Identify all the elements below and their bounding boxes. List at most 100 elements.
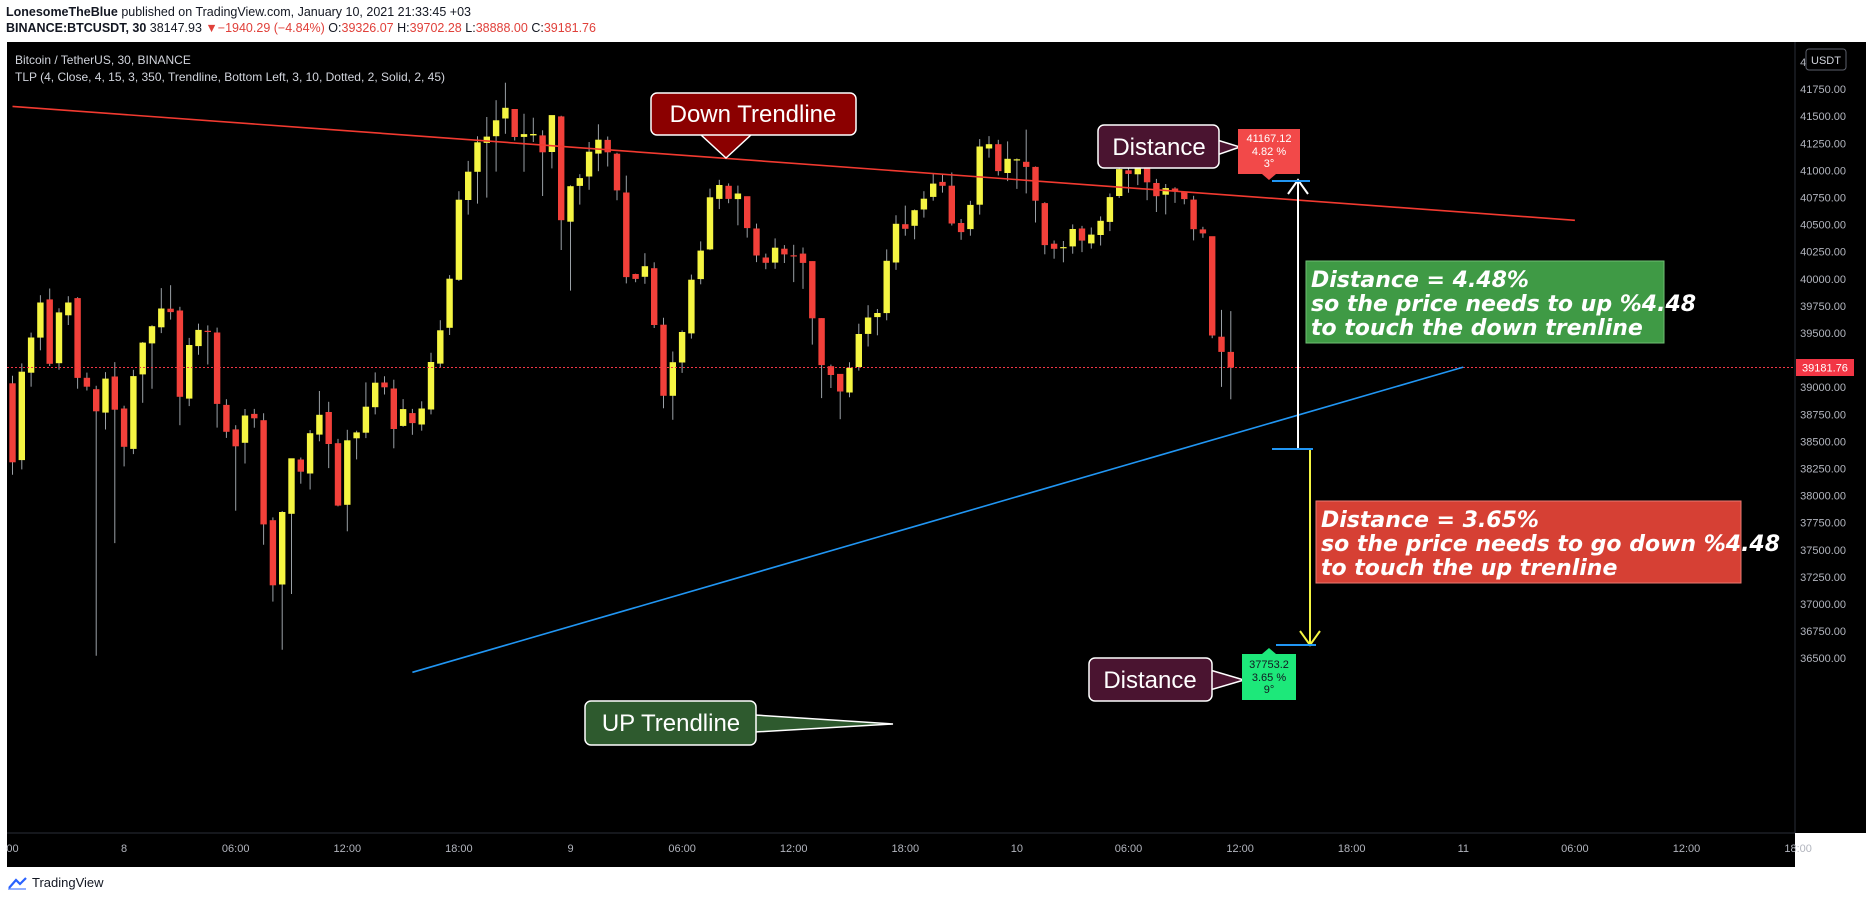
candle xyxy=(623,175,630,284)
candle xyxy=(930,173,937,201)
distance-up-readout xyxy=(1238,129,1300,174)
candle xyxy=(939,173,946,193)
candle-body xyxy=(213,332,221,404)
candle xyxy=(697,241,704,285)
candle xyxy=(1088,227,1095,249)
candle-body xyxy=(55,312,63,364)
candle xyxy=(827,364,835,388)
distance-up-angle: 3° xyxy=(1264,158,1275,170)
symbol-ohlc-line: BINANCE:BTCUSDT, 30 38147.93 ▼−1940.29 (… xyxy=(6,21,596,35)
candle xyxy=(911,209,918,240)
candle xyxy=(102,372,109,430)
candle xyxy=(55,308,63,370)
candle-body xyxy=(1023,161,1030,167)
up-trendline[interactable] xyxy=(412,366,1464,674)
candle-body xyxy=(483,136,490,143)
currency-badge[interactable] xyxy=(1805,48,1847,71)
candle-body xyxy=(232,429,239,447)
candle-body xyxy=(567,186,574,222)
footer: TradingView xyxy=(0,868,1866,898)
candle-body xyxy=(325,412,332,444)
distance-up-note-line2: so the price needs to up %4.48 xyxy=(1311,292,1696,317)
price-chart[interactable]: Down Trendline UP Trendline Distance 411… xyxy=(0,0,1866,868)
candle-body xyxy=(771,247,779,263)
candle xyxy=(511,109,518,141)
candle-body xyxy=(995,144,1002,172)
candle xyxy=(1023,129,1030,194)
candle-body xyxy=(939,181,946,186)
candle xyxy=(1162,184,1169,215)
candle xyxy=(799,247,807,289)
candle xyxy=(344,429,351,532)
candle xyxy=(241,409,249,464)
candle xyxy=(195,323,202,355)
candle xyxy=(390,379,397,449)
candle-body xyxy=(651,268,658,325)
candle-body xyxy=(362,406,370,433)
price-axis[interactable] xyxy=(1795,42,1866,833)
price-change: −1940.29 (−4.84%) xyxy=(217,21,325,35)
indicator-legend[interactable]: TLP (4, Close, 4, 15, 3, 350, Trendline,… xyxy=(15,70,445,84)
candle xyxy=(65,296,72,325)
x-tick-label: 18:00 xyxy=(445,843,473,855)
candle-body xyxy=(1041,203,1048,246)
candle-body xyxy=(492,120,500,137)
candle-body xyxy=(558,116,565,221)
y-tick-label: 41750.00 xyxy=(1800,84,1846,96)
candle xyxy=(706,188,714,251)
candle-body xyxy=(399,409,407,426)
x-tick-label: 9 xyxy=(567,843,573,855)
candle xyxy=(46,288,53,366)
candle-body xyxy=(1032,166,1039,201)
plot-area[interactable] xyxy=(7,42,1795,833)
author-name[interactable]: LonesomeTheBlue xyxy=(6,5,118,19)
candle-body xyxy=(455,199,463,280)
low-value: 38888.00 xyxy=(475,21,528,35)
distance-down-callout xyxy=(1088,657,1213,702)
y-tick-label: 36750.00 xyxy=(1800,626,1846,638)
candle-body xyxy=(37,302,44,338)
high-label: H: xyxy=(397,21,410,35)
distance-up-price: 41167.12 xyxy=(1246,133,1291,145)
candle-body xyxy=(223,404,230,432)
candle-body xyxy=(18,371,25,461)
candle xyxy=(641,253,649,284)
candle-body xyxy=(790,255,797,257)
candle xyxy=(1060,241,1067,263)
candle-body xyxy=(83,377,91,387)
candle-body xyxy=(353,432,360,439)
candle xyxy=(558,115,565,250)
candle-body xyxy=(530,134,537,136)
close-label: C: xyxy=(531,21,544,35)
candle-body xyxy=(409,413,416,424)
candle xyxy=(474,136,481,204)
candle xyxy=(111,362,118,544)
candles xyxy=(9,82,1234,656)
candle xyxy=(660,317,667,409)
x-tick-label: 11 xyxy=(1458,843,1469,855)
candle xyxy=(1069,224,1076,254)
candle-body xyxy=(381,382,388,388)
low-label: L: xyxy=(465,21,476,35)
down-trendline[interactable] xyxy=(12,105,1575,222)
candle-body xyxy=(9,383,16,463)
distance-down-note xyxy=(1315,500,1742,584)
published-text: published on TradingView.com, January 10… xyxy=(121,5,471,19)
candle xyxy=(279,511,286,650)
y-tick-label: 40000.00 xyxy=(1800,274,1846,286)
candle xyxy=(288,458,295,594)
x-tick-label: 06:00 xyxy=(668,843,696,855)
candle-body xyxy=(1004,158,1011,173)
tradingview-logo[interactable]: TradingView xyxy=(6,875,104,890)
chart-legend-title[interactable]: Bitcoin / TetherUS, 30, BINANCE xyxy=(15,53,191,67)
candle-body xyxy=(809,261,816,319)
candle xyxy=(316,391,323,442)
candle xyxy=(223,399,230,438)
distance-up-label: Distance xyxy=(1112,134,1205,161)
candle xyxy=(1209,236,1216,339)
y-tick-label: 38500.00 xyxy=(1800,436,1846,448)
candle-body xyxy=(148,326,156,344)
candle-body xyxy=(1069,229,1076,247)
candle-body xyxy=(65,302,72,316)
candle xyxy=(678,330,686,373)
